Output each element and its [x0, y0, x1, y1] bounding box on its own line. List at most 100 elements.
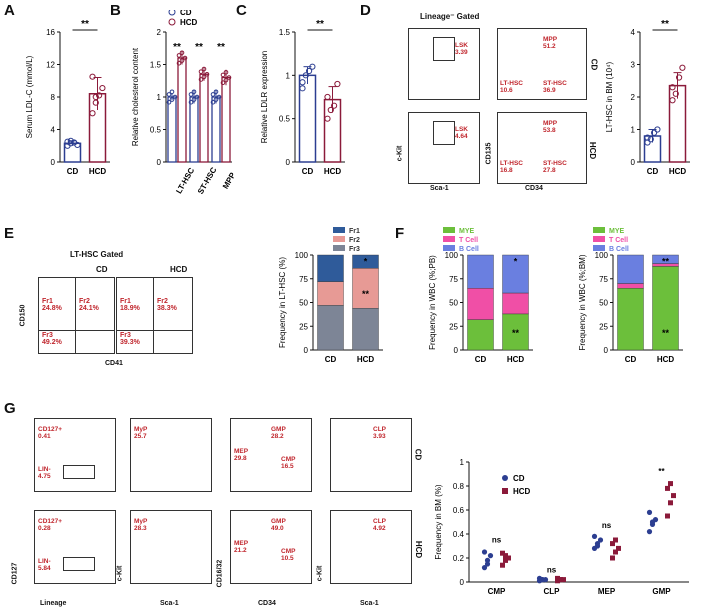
legend-swatch — [593, 227, 605, 233]
data-point — [216, 94, 222, 100]
data-point — [327, 106, 334, 114]
g-axis-ckit-1: c-Kit — [116, 565, 124, 582]
panel-letter-a: A — [4, 2, 15, 19]
y-tick-label: 0 — [304, 346, 309, 355]
g-hcd-lin: LIN- 5.84 — [38, 558, 51, 572]
sig-label: ** — [217, 42, 225, 53]
sig-label: ** — [512, 328, 520, 338]
y-tick-label: 75 — [449, 275, 458, 284]
bar — [189, 96, 199, 163]
bar — [167, 96, 177, 163]
legend-label: B Cell — [609, 246, 629, 253]
gate-box — [433, 121, 455, 145]
data-point — [220, 80, 226, 85]
y-tick-label: 8 — [51, 93, 56, 102]
flow-plot-d-cd-hsc: MPP 51.2 LT-HSC 10.6 ST-HSC 36.9 — [497, 28, 587, 100]
y-tick-label: 0.8 — [453, 482, 465, 491]
d-cd-lt: LT-HSC 10.6 — [500, 80, 523, 94]
sig-label: ns — [547, 565, 557, 574]
d-cd-mpp: MPP 51.2 — [543, 36, 558, 50]
bar-segment — [617, 283, 644, 289]
y-tick-label: 1.5 — [150, 61, 162, 70]
flow-plot-g-cd-lin: CD127+ 0.41 LIN- 4.75 — [34, 418, 116, 492]
data-point — [223, 77, 229, 83]
data-point — [644, 134, 651, 141]
chart-lt-hsc-bm: 0 1 2 3 4 LT-HSC in BM (10⁴) CD HCD ** — [605, 19, 690, 176]
data-point — [334, 80, 341, 88]
e-hcd-fr1: Fr1 18.9% — [120, 298, 140, 313]
data-point — [210, 92, 216, 97]
panel-d-title: Lineage⁻ Gated — [420, 12, 480, 21]
e-cd-label: CD — [96, 265, 108, 274]
data-point — [594, 543, 601, 549]
panel-e-title: LT-HSC Gated — [70, 250, 124, 259]
y-tick-label: 0 — [460, 578, 465, 587]
g-hcd-clp: CLP 4.92 — [373, 518, 386, 532]
sig-label: ** — [173, 42, 181, 53]
legend-label: T Cell — [459, 237, 478, 244]
y-tick-label: 2 — [157, 28, 162, 37]
panel-letter-e: E — [4, 225, 15, 242]
data-point — [67, 137, 74, 144]
data-point — [179, 58, 185, 63]
data-point — [647, 136, 654, 143]
flow-plot-g-cd-prog: GMP 28.2 MEP 29.8 CMP 16.5 — [230, 418, 312, 492]
legend-swatch — [333, 236, 345, 242]
data-point — [179, 50, 185, 56]
bar-segment — [352, 307, 379, 351]
g-axis-cd34: CD34 — [258, 600, 276, 607]
data-point — [665, 485, 670, 491]
data-point — [198, 77, 204, 82]
bar — [211, 96, 221, 163]
data-point — [676, 74, 683, 81]
bar-segment — [617, 288, 644, 351]
data-point — [191, 89, 197, 95]
flow-plot-g-hcd-myp: MyP 28.3 — [130, 510, 212, 584]
y-tick-label: 50 — [299, 299, 308, 308]
flow-plot-g-hcd-clp: CLP 4.92 — [330, 510, 412, 584]
flow-plot-d-hcd-hsc: MPP 53.8 LT-HSC 16.8 ST-HSC 27.8 — [497, 112, 587, 184]
x-tick-label: GMP — [652, 587, 671, 596]
sig-label: ** — [81, 19, 89, 30]
legend-swatch — [593, 245, 605, 251]
data-point — [169, 89, 175, 95]
data-point — [324, 93, 331, 101]
data-point — [671, 493, 676, 499]
data-point — [213, 97, 219, 102]
flow-plot-g-cd-myp: MyP 25.7 — [130, 418, 212, 492]
g-cd-clp: CLP 3.93 — [373, 426, 386, 440]
y-tick-label: 100 — [295, 251, 309, 260]
y-tick-label: 0 — [286, 158, 291, 167]
data-point — [506, 555, 511, 561]
data-point — [679, 64, 686, 71]
data-point — [503, 553, 508, 559]
data-point — [166, 99, 172, 105]
gate-box — [433, 37, 455, 61]
sig-label: ** — [662, 328, 670, 338]
x-tick-label: CD — [625, 355, 637, 364]
y-tick-label: 12 — [46, 61, 55, 70]
data-point — [92, 93, 99, 101]
y-tick-label: 50 — [449, 299, 458, 308]
g-cd-gmp: GMP 28.2 — [271, 426, 286, 440]
panel-letter-d: D — [360, 2, 371, 19]
data-point — [166, 92, 172, 97]
y-axis-label: Serum LDL-C (mmol/L) — [25, 55, 34, 138]
legend-label: MYE — [459, 228, 475, 235]
y-tick-label: 2 — [631, 93, 636, 102]
e-cd-fr2: Fr2 24.1% — [79, 298, 99, 313]
data-point — [324, 115, 331, 122]
g-cd-myp: MyP 25.7 — [134, 426, 148, 440]
data-point — [610, 555, 615, 561]
y-axis-label: Frequency in LT-HSC (%) — [278, 257, 287, 348]
bar-segment — [352, 268, 379, 309]
data-point — [210, 99, 216, 105]
data-point — [616, 545, 621, 551]
chart-cholesterol-content: 0 0.5 1 1.5 2 Relative cholesterol content CDH… — [131, 10, 238, 196]
sig-label: ** — [195, 42, 203, 53]
d-hcd-label: HCD — [588, 141, 598, 160]
g-hcd-myp: MyP 28.3 — [134, 518, 148, 532]
bar — [63, 142, 82, 163]
